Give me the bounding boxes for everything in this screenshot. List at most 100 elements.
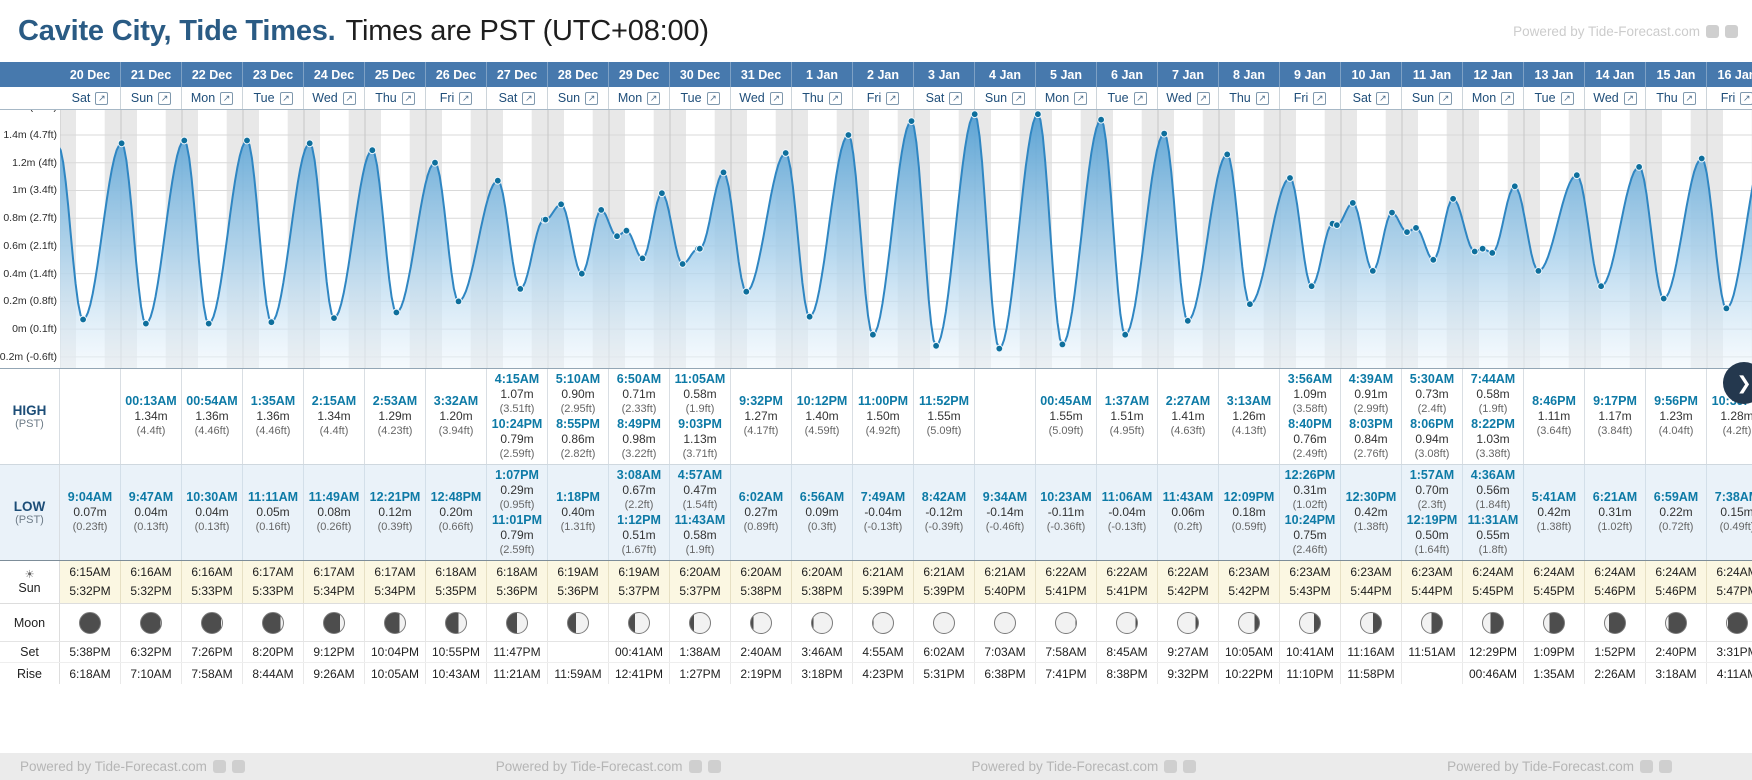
sun-times-cell: 6:24AM 5:47PM: [1707, 561, 1752, 603]
moonrise-time-cell: 10:05AM: [365, 663, 426, 684]
tide-height-m: 1.17m: [1598, 409, 1632, 423]
expand-chart-icon[interactable]: ↗: [769, 91, 783, 105]
expand-chart-icon[interactable]: ↗: [1012, 91, 1026, 105]
tide-event: 3:56AM 1.09m (3.58ft): [1288, 372, 1332, 417]
moon-phase-cell: [1646, 604, 1707, 641]
expand-chart-icon[interactable]: ↗: [1439, 91, 1453, 105]
tide-time: 10:23AM: [1040, 490, 1092, 504]
moon-phase-icon: [1299, 611, 1321, 634]
weekday-cell: Wed ↗: [304, 87, 365, 109]
moonrise-time-cell: 3:18PM: [792, 663, 853, 684]
tide-height-ft: (1.02ft): [1597, 521, 1633, 533]
tide-time: 1:37AM: [1104, 394, 1150, 408]
expand-chart-icon[interactable]: ↗: [279, 91, 293, 105]
weekday-label: Mon: [617, 91, 643, 105]
tide-time: 12:19PM: [1406, 513, 1458, 527]
set-label: Set: [20, 645, 39, 659]
expand-chart-icon[interactable]: ↗: [1255, 91, 1269, 105]
sunrise-time: 6:24AM: [1472, 565, 1514, 579]
tide-event: 8:55PM 0.86m (2.82ft): [556, 417, 600, 462]
sun-times-cell: 6:18AM 5:35PM: [426, 561, 487, 603]
moonrise-time-cell: 6:38PM: [975, 663, 1036, 684]
expand-chart-icon[interactable]: ↗: [949, 91, 963, 105]
moon-phase-cell: [1158, 604, 1219, 641]
sunrise-time: 6:21AM: [984, 565, 1026, 579]
expand-chart-icon[interactable]: ↗: [342, 91, 356, 105]
expand-chart-icon[interactable]: ↗: [585, 91, 599, 105]
sunrise-time: 6:20AM: [801, 565, 843, 579]
expand-chart-icon[interactable]: ↗: [1376, 91, 1390, 105]
tide-time: 2:27AM: [1165, 394, 1211, 408]
tide-day-cell: 00:54AM 1.36m (4.46ft): [182, 369, 243, 464]
moonset-time-cell: 7:58AM: [1036, 642, 1097, 662]
tide-height-ft: (2.46ft): [1292, 544, 1328, 556]
expand-chart-icon[interactable]: ↗: [401, 91, 415, 105]
weekday-cell: Mon ↗: [1036, 87, 1097, 109]
expand-chart-icon[interactable]: ↗: [1196, 91, 1210, 105]
tide-event: 11:43AM 0.58m (1.9ft): [675, 513, 726, 558]
weekday-label: Mon: [1044, 91, 1070, 105]
moonrise-time-cell: 7:58AM: [182, 663, 243, 684]
moon-phase-cell: [121, 604, 182, 641]
moon-phase-cell: [609, 604, 670, 641]
expand-chart-icon[interactable]: ↗: [647, 91, 661, 105]
weekday-cell: Thu ↗: [365, 87, 426, 109]
expand-chart-icon[interactable]: ↗: [1560, 91, 1574, 105]
sunrise-time: 6:24AM: [1533, 565, 1575, 579]
tide-height-m: 0.58m: [1476, 387, 1510, 401]
expand-chart-icon[interactable]: ↗: [1623, 91, 1637, 105]
tide-height-ft: (2.76ft): [1353, 448, 1389, 460]
weekday-cell: Mon ↗: [1463, 87, 1524, 109]
tide-time: 3:08AM: [616, 468, 662, 482]
tide-time: 11:49AM: [308, 490, 360, 504]
tide-height-m: 0.98m: [622, 432, 656, 446]
tide-time: 6:21AM: [1592, 490, 1638, 504]
next-page-button[interactable]: ❯: [1723, 362, 1752, 404]
sun-times-cell: 6:18AM 5:36PM: [487, 561, 548, 603]
weekday-cell: Fri ↗: [1280, 87, 1341, 109]
expand-chart-icon[interactable]: ↗: [1313, 91, 1327, 105]
expand-chart-icon[interactable]: ↗: [886, 91, 900, 105]
watermark-app-icon: [1164, 760, 1178, 773]
tide-height-m: -0.04m: [1108, 505, 1146, 519]
sunset-time: 5:33PM: [191, 584, 233, 598]
expand-chart-icon[interactable]: ↗: [1682, 91, 1696, 105]
tide-height-m: 1.11m: [1537, 409, 1571, 423]
high-label: HIGH: [12, 403, 47, 418]
weekday-label: Tue: [1534, 91, 1556, 105]
tide-height-ft: (0.66ft): [438, 521, 474, 533]
expand-chart-icon[interactable]: ↗: [220, 91, 234, 105]
tide-height-m: 0.84m: [1354, 432, 1388, 446]
moon-phase-icon: [1238, 611, 1260, 634]
tide-height-ft: (3.38ft): [1475, 448, 1511, 460]
expand-chart-icon[interactable]: ↗: [158, 91, 172, 105]
expand-chart-icon[interactable]: ↗: [828, 91, 842, 105]
moonset-time-cell: 1:09PM: [1524, 642, 1585, 662]
tide-day-cell: 8:42AM -0.12m (-0.39ft): [914, 465, 975, 560]
weekday-label: Sat: [71, 91, 91, 105]
tide-time: 1:35AM: [250, 394, 296, 408]
tide-event: 8:06PM 0.94m (3.08ft): [1410, 417, 1454, 462]
expand-chart-icon[interactable]: ↗: [522, 91, 536, 105]
watermark-app-icon: [707, 760, 721, 773]
expand-chart-icon[interactable]: ↗: [1501, 91, 1515, 105]
tide-event: 12:26PM 0.31m (1.02ft): [1285, 468, 1336, 513]
tide-event: 4:57AM 0.47m (1.54ft): [678, 468, 722, 513]
expand-chart-icon[interactable]: ↗: [1074, 91, 1088, 105]
sunset-time: 5:44PM: [1350, 584, 1392, 598]
expand-chart-icon[interactable]: ↗: [1133, 91, 1147, 105]
tide-day-cell: 8:46PM 1.11m (3.64ft): [1524, 369, 1585, 464]
expand-chart-icon[interactable]: ↗: [1740, 91, 1752, 105]
tide-height-ft: (3.22ft): [621, 448, 657, 460]
moon-phase-icon: [1665, 611, 1687, 634]
tide-height-m: 1.07m: [500, 387, 534, 401]
expand-chart-icon[interactable]: ↗: [706, 91, 720, 105]
expand-chart-icon[interactable]: ↗: [459, 91, 473, 105]
sunset-time: 5:46PM: [1655, 584, 1697, 598]
tide-day-cell: 11:00PM 1.50m (4.92ft): [853, 369, 914, 464]
tide-time: 12:30PM: [1345, 490, 1397, 504]
tide-height-m: 0.86m: [561, 432, 595, 446]
expand-chart-icon[interactable]: ↗: [95, 91, 109, 105]
moonset-time-cell: [548, 642, 609, 662]
tide-height-m: 0.12m: [378, 505, 412, 519]
